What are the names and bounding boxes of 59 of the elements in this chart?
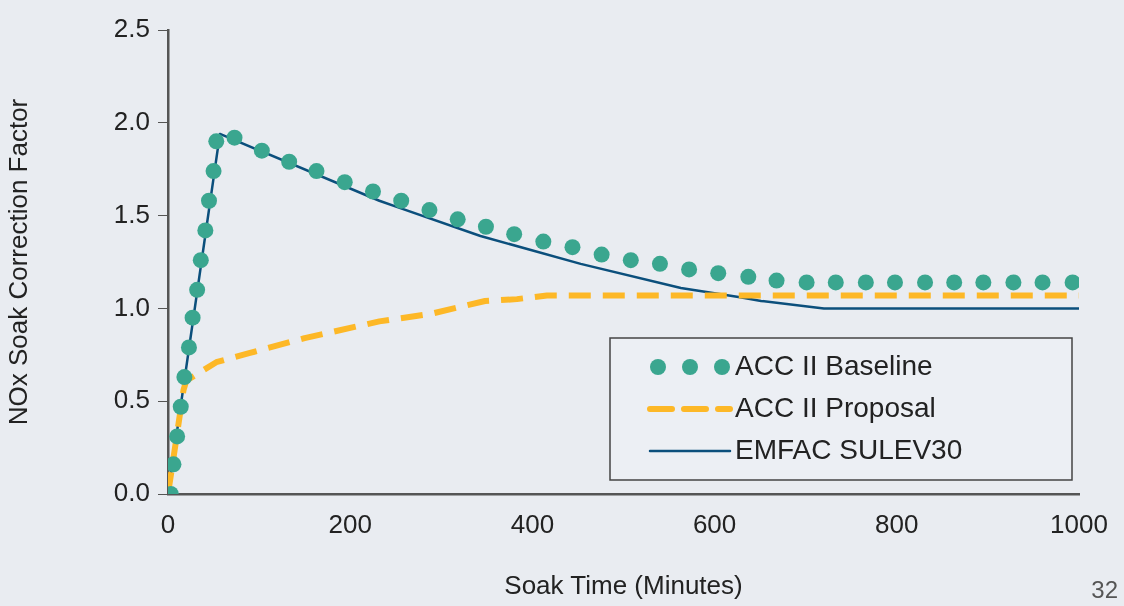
point [477,218,494,235]
y-tick-label: 2.5 [113,13,150,44]
point [281,153,298,170]
point [710,265,727,282]
y-tick-label: 0.0 [113,477,150,508]
point [975,274,992,291]
point [681,261,698,278]
point [506,226,523,243]
point [535,233,552,250]
legend-label: EMFAC SULEV30 [735,433,963,465]
point [208,133,225,150]
point [197,222,214,239]
x-tick-label: 800 [875,508,919,539]
point [180,339,197,356]
point [169,428,186,445]
x-tick-label: 1000 [1050,508,1108,539]
point [364,183,381,200]
point [308,163,325,180]
point [827,274,844,291]
point [593,246,610,263]
point [226,129,243,146]
x-tick-label: 200 [328,508,372,539]
x-axis-title: Soak Time (Minutes) [504,569,743,600]
point [184,309,201,326]
point [1005,274,1022,291]
point [336,174,353,191]
x-tick-label: 0 [160,508,176,539]
y-tick-label: 0.5 [113,384,150,415]
point [768,272,785,289]
point [857,274,874,291]
point [421,202,438,219]
point [1064,274,1079,291]
x-tick-label: 600 [692,508,737,539]
point [798,274,815,291]
legend-label: ACC II Proposal [735,391,936,423]
point [917,274,934,291]
point [393,192,410,209]
y-axis-title: NOx Soak Correction Factor [2,98,33,426]
point [201,192,217,209]
point [622,252,639,269]
point [253,142,270,159]
x-tick-label: 400 [510,508,555,539]
y-tick-label: 1.0 [113,291,150,322]
legend-label: ACC II Baseline [735,349,933,381]
point [172,398,189,415]
point [564,239,581,256]
point [192,252,209,269]
y-tick-label: 1.5 [113,198,150,229]
point [740,268,757,285]
point [1034,274,1051,291]
point [651,255,668,272]
y-tick-label: 2.0 [113,105,150,136]
point [205,163,222,180]
point [946,274,963,291]
text: 32 [1091,576,1118,604]
point [176,369,193,386]
point [189,281,206,298]
point [886,274,903,291]
point [449,211,466,228]
